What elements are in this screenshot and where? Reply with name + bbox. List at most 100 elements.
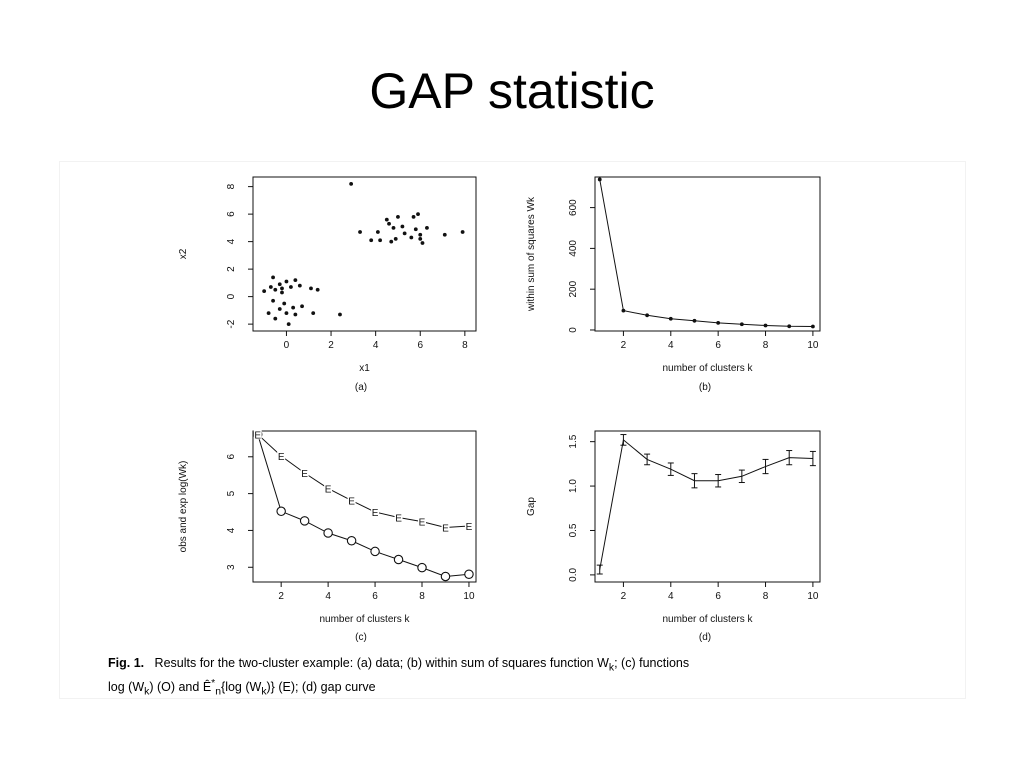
chart-b-point bbox=[739, 322, 744, 327]
chart-a-point bbox=[460, 230, 465, 234]
chart-a-point bbox=[273, 287, 278, 292]
chart-c-series-E-marker: E bbox=[254, 430, 261, 441]
chart-a-point bbox=[358, 230, 362, 234]
chart-c-series-O-line bbox=[257, 434, 470, 577]
chart-a-point bbox=[284, 279, 289, 284]
chart-c-series-O-marker bbox=[346, 536, 357, 546]
chart-a-xtick-label: 0 bbox=[284, 340, 290, 351]
chart-b-panel-label: (b) bbox=[699, 382, 711, 393]
chart-c-frame bbox=[252, 430, 477, 583]
chart-a-point bbox=[338, 312, 342, 317]
chart-d-xtick-label: 4 bbox=[668, 591, 674, 602]
chart-b-xlabel: number of clusters k bbox=[662, 363, 753, 374]
chart-c-ytick-label: 3 bbox=[226, 564, 237, 570]
chart-a-frame bbox=[252, 176, 477, 332]
chart-a-point bbox=[282, 301, 287, 306]
chart-a-point bbox=[413, 227, 418, 232]
chart-a-point bbox=[400, 224, 405, 229]
chart-a-ytick-label: 6 bbox=[226, 211, 237, 217]
chart-c-series-O-marker bbox=[276, 506, 286, 517]
chart-a-point bbox=[289, 285, 293, 289]
chart-c-series-O-marker bbox=[323, 528, 333, 538]
chart-c-series-O-marker bbox=[417, 562, 427, 573]
chart-a-xtick-label: 2 bbox=[328, 340, 334, 351]
chart-d-ytick-label: 0.0 bbox=[568, 568, 579, 582]
chart-a-point bbox=[393, 236, 398, 241]
chart-a-point bbox=[425, 225, 429, 230]
chart-a-point bbox=[293, 312, 298, 317]
chart-a-point bbox=[284, 311, 289, 316]
chart-c-xlabel: number of clusters k bbox=[319, 614, 410, 625]
chart-a-ytick-label: 0 bbox=[226, 293, 237, 299]
chart-c-series-E-marker-bg bbox=[394, 512, 403, 523]
chart-a-ytick-label: 2 bbox=[226, 266, 237, 272]
chart-a-point bbox=[311, 311, 316, 316]
chart-b-ytick-label: 0 bbox=[568, 327, 579, 333]
chart-c-series-E-marker: E bbox=[278, 452, 285, 463]
chart-c-series-E-marker-bg bbox=[324, 483, 333, 494]
caption-line2-sub2: k bbox=[261, 686, 267, 698]
chart-b-point bbox=[597, 177, 602, 182]
chart-a-point bbox=[280, 290, 284, 295]
chart-c-series-E-marker: E bbox=[325, 484, 332, 495]
chart-d-ytick-label: 0.5 bbox=[568, 523, 579, 537]
chart-c-ytick-label: 5 bbox=[226, 490, 237, 496]
chart-d-frame bbox=[594, 430, 821, 583]
chart-d-ytick-label: 1.5 bbox=[568, 434, 579, 448]
caption-line1b: ; (c) functions bbox=[614, 656, 690, 670]
chart-c-series-E-marker: E bbox=[372, 508, 379, 519]
chart-b-xtick-label: 6 bbox=[715, 340, 721, 351]
chart-b-series-line bbox=[599, 179, 813, 328]
chart-b-xtick-label: 2 bbox=[621, 340, 627, 351]
chart-b-point bbox=[787, 324, 792, 329]
chart-b-xtick-label: 10 bbox=[807, 340, 819, 351]
chart-a-point bbox=[297, 283, 302, 288]
caption-line2-sub-n: n bbox=[215, 686, 222, 698]
chart-c-series-E-marker-bg bbox=[418, 516, 427, 527]
caption-line2e: {log (W bbox=[221, 679, 262, 694]
figure-panel bbox=[60, 162, 965, 698]
chart-a-point bbox=[273, 316, 278, 321]
chart-a-point bbox=[402, 231, 407, 236]
chart-c-series-E-marker: E bbox=[419, 518, 426, 529]
chart-d-xlabel: number of clusters k bbox=[662, 614, 753, 625]
chart-a-ytick-label: 8 bbox=[226, 183, 237, 189]
chart-a-point bbox=[268, 285, 273, 289]
chart-d-panel-label: (d) bbox=[699, 632, 711, 643]
chart-a-point bbox=[262, 289, 267, 294]
chart-b-ylabel: within sum of squares Wk bbox=[526, 196, 537, 312]
chart-a-point bbox=[418, 232, 423, 237]
chart-d-gap-line bbox=[599, 438, 813, 570]
chart-d-ytick-label: 1.0 bbox=[568, 479, 579, 493]
caption-line2a: log (W bbox=[108, 679, 145, 694]
chart-b-frame bbox=[594, 176, 821, 332]
chart-a-ylabel: x2 bbox=[178, 248, 189, 259]
caption-line2-sup: * bbox=[211, 677, 216, 689]
chart-d-xtick-label: 6 bbox=[715, 591, 721, 602]
chart-d-xtick-label: 10 bbox=[807, 591, 819, 602]
chart-a-point bbox=[271, 275, 275, 280]
caption-line2b: ) (O) and Ê bbox=[149, 679, 212, 694]
chart-a-xtick-label: 4 bbox=[373, 340, 379, 351]
chart-a-point bbox=[349, 181, 354, 186]
chart-a-ytick-label: 4 bbox=[226, 238, 237, 244]
chart-a-point bbox=[277, 282, 282, 287]
chart-a-point bbox=[396, 214, 400, 219]
chart-c-ytick-label: 6 bbox=[226, 454, 237, 460]
chart-a-point bbox=[418, 236, 423, 241]
chart-a-point bbox=[291, 305, 296, 310]
chart-c-xtick-label: 10 bbox=[463, 591, 475, 602]
chart-c-ytick-label: 4 bbox=[226, 527, 237, 533]
chart-c-series-E-marker-bg bbox=[277, 451, 286, 462]
chart-a-point bbox=[300, 304, 304, 309]
caption-label: Fig. 1. bbox=[108, 656, 145, 670]
chart-b-point bbox=[645, 313, 650, 318]
chart-c-series-E-marker: E bbox=[442, 523, 449, 534]
chart-a-point bbox=[309, 286, 313, 291]
chart-c-series-O-marker bbox=[464, 569, 474, 580]
chart-d-xtick-label: 2 bbox=[621, 591, 627, 602]
chart-a-point bbox=[411, 214, 416, 219]
chart-a-point bbox=[391, 225, 396, 230]
chart-c-xtick-label: 6 bbox=[372, 591, 378, 602]
caption-line2-sub1: k bbox=[144, 686, 150, 698]
